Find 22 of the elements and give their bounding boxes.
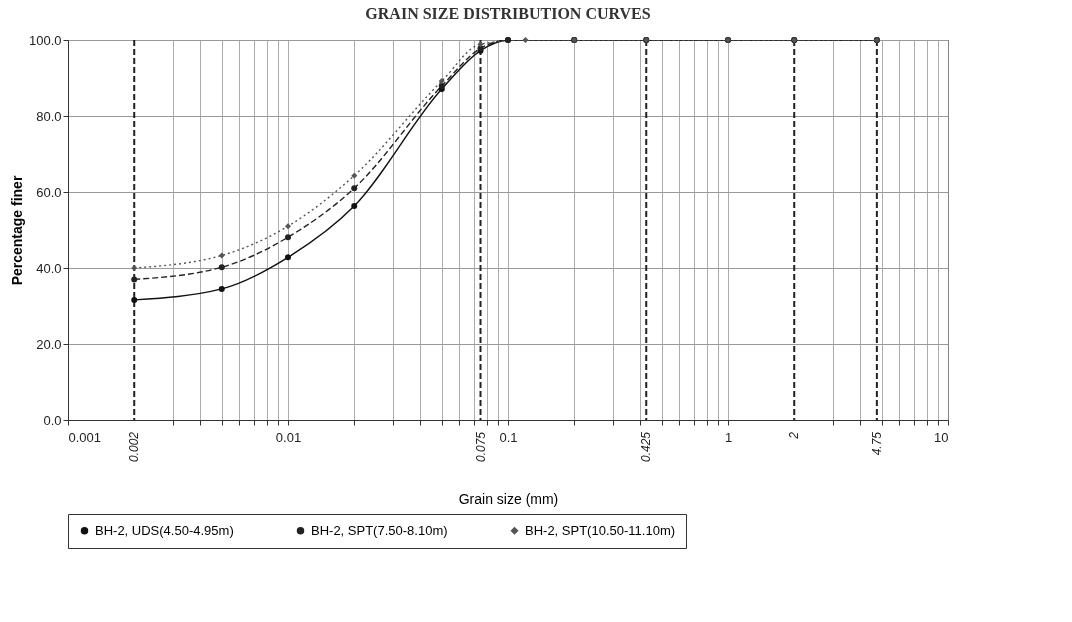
ref-line-label: 2 bbox=[787, 431, 802, 440]
x-tick-label: 0.1 bbox=[499, 429, 518, 445]
x-tick-label: 10 bbox=[934, 429, 949, 445]
chart-title: GRAIN SIZE DISTRIBUTION CURVES bbox=[365, 5, 651, 22]
legend-label: BH-2, SPT(7.50-8.10m) bbox=[311, 522, 448, 538]
y-tick-label: 100.0 bbox=[28, 32, 62, 48]
x-axis-title: Grain size (mm) bbox=[458, 490, 559, 507]
ref-line-label: 4.75 bbox=[869, 431, 884, 456]
y-tick-label: 20.0 bbox=[36, 336, 62, 352]
ref-line-label: 0.075 bbox=[473, 431, 488, 463]
y-tick-label: 0.0 bbox=[43, 412, 62, 428]
y-tick-label: 40.0 bbox=[36, 260, 62, 276]
y-tick-label: 60.0 bbox=[36, 184, 62, 200]
y-tick-label: 80.0 bbox=[36, 108, 62, 124]
x-tick-label: 0.01 bbox=[275, 429, 302, 445]
x-tick-label: 1 bbox=[724, 429, 733, 445]
ref-line-label: 0.002 bbox=[127, 431, 142, 463]
y-axis-title: Percentage finer bbox=[8, 175, 25, 286]
legend-label: BH-2, UDS(4.50-4.95m) bbox=[95, 522, 234, 538]
ref-line-label: 0.425 bbox=[639, 431, 654, 463]
x-tick-label: 0.001 bbox=[68, 429, 102, 445]
legend-label: BH-2, SPT(10.50-11.10m) bbox=[525, 522, 676, 538]
